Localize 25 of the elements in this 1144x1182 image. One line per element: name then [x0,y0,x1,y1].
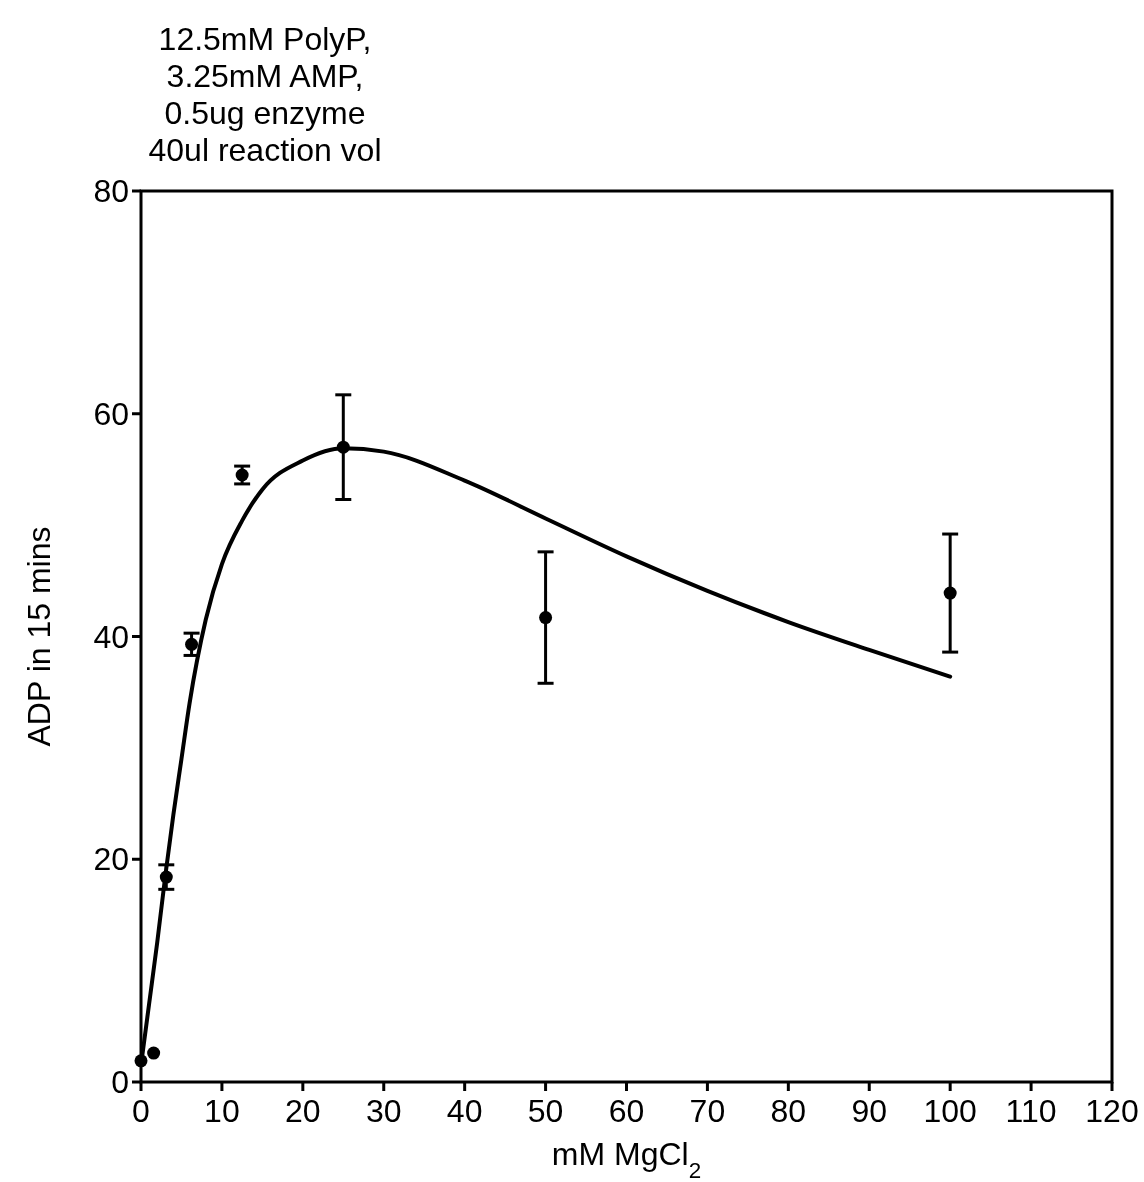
y-tick-label: 20 [93,841,129,878]
x-tick-label: 30 [365,1093,402,1129]
x-tick-label: 40 [446,1093,483,1129]
x-tick-label: 60 [608,1093,645,1129]
x-tick-label: 110 [1005,1093,1057,1129]
y-tick-label: 40 [93,618,129,655]
x-tick-label: 20 [285,1093,321,1129]
x-tick-label: 120 [1085,1093,1139,1129]
x-tick-label: 10 [204,1093,240,1129]
x-tick-label: 50 [527,1093,564,1129]
x-tick-label: 80 [770,1093,807,1129]
x-tick-label: 90 [851,1093,888,1129]
point [147,1046,161,1060]
y-axis-title: ADP in 15 mins [21,526,57,747]
y-tick-label: 60 [93,395,129,432]
point [235,468,249,482]
x-axis-title: mM MgCl$_{2}$ [551,1136,702,1182]
y-tick-label: 80 [93,173,129,209]
point [539,611,553,625]
x-tick-label: 100 [923,1093,977,1129]
point [185,637,199,651]
y-tick-label: 0 [111,1064,129,1100]
x-tick-label: 70 [689,1093,726,1129]
chart-title: 12.5mM PolyP, 3.25mM AMP, 0.5ug enzyme 40ul reaction vol [148,21,382,168]
point [943,586,957,600]
